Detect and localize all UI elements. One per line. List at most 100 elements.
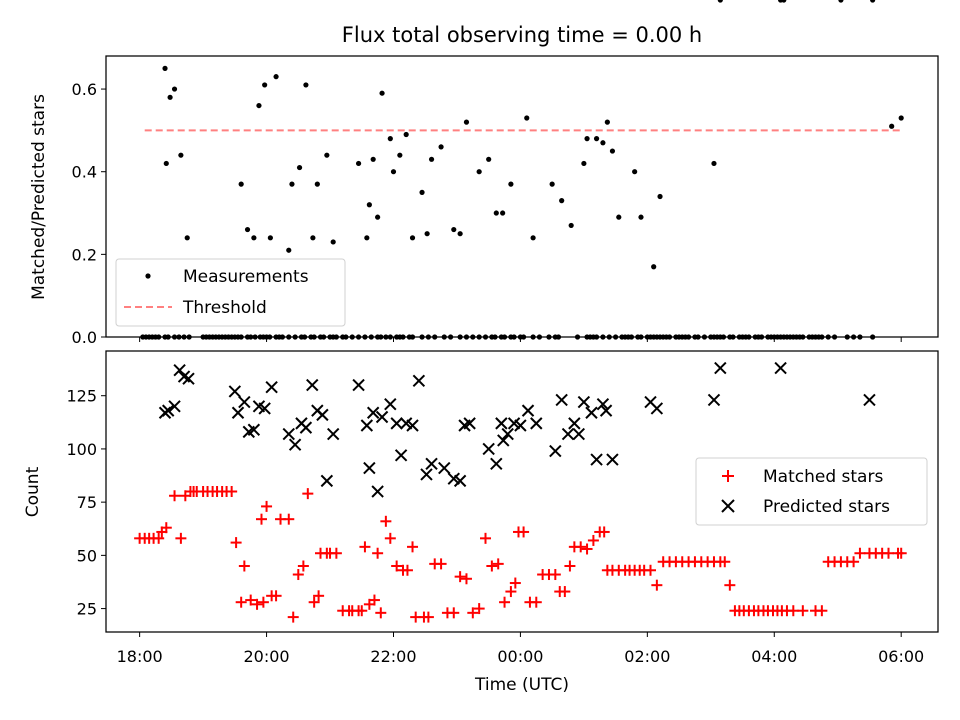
bottom-xtick-label: 04:00 [751,647,797,666]
top-ytick-label: 0.0 [72,328,97,347]
measurement-point [314,181,320,187]
measurement-point [609,148,616,154]
measurement-point [457,231,463,237]
measurement-point [628,334,635,340]
matched-star-point [473,603,485,615]
matched-star-point [559,586,571,598]
predicted-star-point [572,427,586,441]
bottom-xtick-label: 06:00 [878,647,924,666]
top-plot-area [140,0,904,340]
bottom-ytick-label: 100 [66,440,97,459]
measurement-point [638,214,644,220]
measurement-point [666,334,673,340]
predicted-star-point [530,417,543,430]
matched-star-point [854,547,866,559]
matched-star-point [598,526,610,538]
matched-star-point [372,547,384,559]
measurement-point [870,0,876,3]
matched-star-point [530,596,542,608]
legend-measurements-label: Measurements [183,267,309,287]
predicted-star-point [495,417,508,430]
predicted-star-point [320,474,334,488]
predicted-star-point [288,438,302,451]
matched-star-point [287,611,299,623]
matched-star-point [230,537,242,549]
predicted-star-point [168,400,181,413]
measurement-point [520,334,527,340]
measurement-point [470,334,476,340]
measurement-point [289,181,295,187]
measurement-point [508,181,514,187]
measurement-point [378,334,384,340]
predicted-star-point [577,395,591,409]
matched-star-point [261,500,273,512]
matched-star-point [895,547,907,559]
measurement-point [178,152,184,158]
matched-star-point [391,560,403,572]
chart-title: Flux total observing time = 0.00 h [342,23,702,47]
matched-star-point [245,594,257,606]
bottom-ytick-label: 50 [77,546,97,565]
measurement-point [857,334,863,340]
predicted-star-point [282,427,295,441]
matched-star-point [375,607,387,619]
measurement-point [256,102,262,109]
predicted-star-point [265,380,278,394]
measurement-point [184,235,190,241]
predicted-star-point [714,361,727,375]
predicted-star-point [514,419,527,432]
bottom-y-ticks: 25 50 75 100 125 [66,387,106,619]
predicted-star-point [326,427,340,441]
measurement-point [343,334,349,340]
predicted-star-point [366,406,380,419]
measurement-point [370,156,376,162]
matched-star-point [359,541,371,553]
predicted-star-point [774,361,787,375]
measurement-point [167,94,173,100]
predicted-star-point [599,404,613,417]
measurement-point [238,181,244,187]
measurement-point [162,65,168,71]
measurement-point [898,115,904,121]
measurement-point [870,334,876,340]
measurement-point [425,334,431,340]
measurement-point [819,334,825,340]
measurement-point [171,334,178,340]
predicted-star-point [238,395,251,409]
predicted-star-point [453,474,467,488]
predicted-star-point [375,410,389,424]
measurement-point [251,235,257,241]
measurement-point [292,334,298,340]
matched-star-point [255,513,267,525]
predicted-star-point [231,406,245,419]
measurement-point [273,74,279,80]
measurement-point [482,334,489,340]
measurement-point [838,0,844,3]
measurement-point [387,334,393,340]
measurement-point [424,231,430,237]
matched-star-point [454,571,466,583]
measurement-point [701,334,708,340]
measurement-point [889,123,895,129]
measurement-point [286,334,292,340]
measurement-point [267,235,273,241]
matched-star-point [575,541,587,553]
measurement-point [584,136,590,142]
measurement-point [657,193,663,200]
measurement-point [441,334,447,340]
measurement-point [321,334,327,340]
measurement-point [844,334,850,340]
matched-star-point [549,569,561,581]
predicted-star-point [590,453,603,466]
measurement-point [758,334,765,340]
predicted-star-point [863,393,876,407]
predicted-star-point [390,417,403,430]
matched-star-point [175,532,187,544]
measurement-point [831,334,838,340]
measurement-point [387,136,393,142]
measurement-point [717,0,723,3]
measurement-point [397,152,403,158]
predicted-star-point [247,423,261,436]
matched-star-point [251,598,263,610]
matched-star-point [330,547,342,559]
